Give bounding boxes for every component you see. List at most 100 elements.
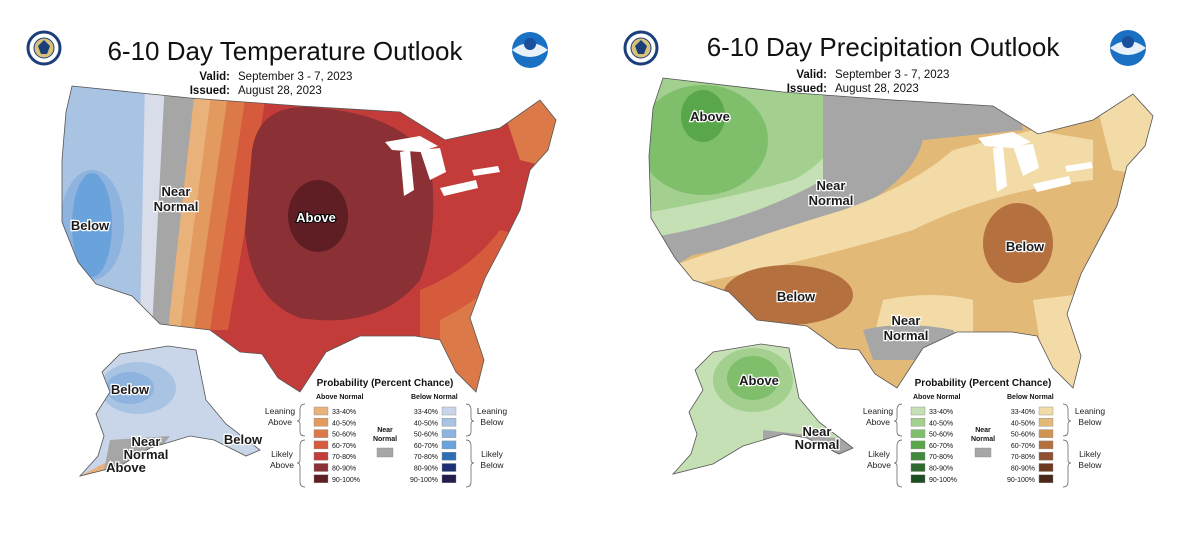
precipitation-outlook-map: 6-10 Day Precipitation Outlook Valid: Se…: [623, 30, 1154, 488]
legend-swatch-above-1: [313, 418, 329, 427]
alaska-temperature-map: [80, 346, 260, 476]
legend-near-swatch: [376, 447, 394, 458]
legend-swatch-below-2: [441, 429, 457, 438]
legend-leaning-above-1: Leaning: [265, 406, 296, 416]
map-title: 6-10 Day Precipitation Outlook: [707, 32, 1061, 62]
legend-swatch-above-0: [313, 406, 329, 416]
legend-right-head: Below Normal: [411, 394, 458, 401]
great-lakes: [385, 136, 500, 196]
legend-likely-above-1: Likely: [271, 449, 293, 459]
legend-near-2: Normal: [373, 436, 397, 443]
valid-date: September 3 - 7, 2023: [835, 69, 949, 81]
conus-precipitation-map: [649, 78, 1153, 388]
temperature-outlook-panel: 6-10 Day Temperature Outlook Valid: Sept…: [0, 0, 590, 539]
valid-date: September 3 - 7, 2023: [238, 71, 352, 83]
legend-range-below-0: 33-40%: [1011, 409, 1035, 416]
legend-likely-below-1: Likely: [1079, 449, 1101, 459]
legend-range-below-1: 40-50%: [414, 420, 438, 427]
legend-likely-below-1: Likely: [481, 449, 503, 459]
legend-range-above-3: 60-70%: [332, 443, 356, 450]
label-below: Below: [71, 218, 110, 233]
legend-range-above-5: 80-90%: [332, 466, 356, 473]
noaa-logo-icon: [512, 32, 548, 68]
legend-range-below-4: 70-80%: [414, 454, 438, 461]
label-ak-normal: Normal: [124, 447, 169, 462]
legend-range-above-1: 40-50%: [929, 420, 953, 427]
legend-title: Probability (Percent Chance): [317, 378, 454, 389]
legend-title: Probability (Percent Chance): [915, 378, 1052, 389]
great-lakes: [978, 132, 1093, 192]
legend-range-below-3: 60-70%: [1011, 443, 1035, 450]
legend-left-head: Above Normal: [913, 394, 961, 401]
legend-leaning-below-1: Leaning: [1075, 406, 1106, 416]
label-ak-above: Above: [739, 373, 779, 388]
legend-swatch-below-5: [1038, 463, 1054, 472]
label-normal: Normal: [809, 193, 854, 208]
temperature-outlook-map: 6-10 Day Temperature Outlook Valid: Sept…: [26, 30, 557, 488]
label-ak-below: Below: [111, 382, 150, 397]
legend-swatch-above-1: [910, 418, 926, 427]
legend-likely-below-2: Below: [1078, 460, 1102, 470]
legend-leaning-above-1: Leaning: [863, 406, 894, 416]
legend-leaning-above-2: Above: [268, 417, 292, 427]
legend-right-head: Below Normal: [1007, 394, 1054, 401]
legend-swatch-below-6: [441, 474, 457, 483]
legend-swatch-above-3: [910, 440, 926, 450]
legend-swatch-above-5: [910, 463, 926, 472]
label-ak-below-right: Below: [224, 432, 263, 447]
label-above: Above: [296, 210, 336, 225]
legend-swatch-above-5: [313, 463, 329, 472]
legend-range-above-2: 50-60%: [332, 432, 356, 439]
legend-leaning-above-2: Above: [866, 417, 890, 427]
legend-range-above-0: 33-40%: [332, 409, 356, 416]
legend-leaning-below-1: Leaning: [477, 406, 508, 416]
legend-range-above-3: 60-70%: [929, 443, 953, 450]
legend-range-below-5: 80-90%: [414, 466, 438, 473]
issued-label: Issued:: [787, 83, 827, 95]
label-ak-near: Near: [803, 424, 832, 439]
legend-range-below-3: 60-70%: [414, 443, 438, 450]
legend-range-above-4: 70-80%: [929, 454, 953, 461]
alaska-precipitation-map: [673, 344, 853, 474]
legend-swatch-below-2: [1038, 429, 1054, 438]
legend-range-above-0: 33-40%: [929, 409, 953, 416]
precipitation-outlook-panel: 6-10 Day Precipitation Outlook Valid: Se…: [593, 0, 1183, 539]
map-title: 6-10 Day Temperature Outlook: [107, 36, 463, 66]
label-below-east: Below: [1006, 239, 1045, 254]
valid-label: Valid:: [796, 69, 827, 81]
legend-range-below-1: 40-50%: [1011, 420, 1035, 427]
legend-range-above-1: 40-50%: [332, 420, 356, 427]
label-ak-normal: Normal: [795, 437, 840, 452]
doc-seal-icon: [26, 30, 62, 66]
legend-near-1: Near: [377, 427, 393, 434]
label-ak-above: Above: [106, 460, 146, 475]
legend-swatch-below-0: [441, 406, 457, 416]
legend-range-below-6: 90-100%: [1007, 477, 1035, 484]
legend-near-swatch: [974, 447, 992, 458]
legend-range-below-4: 70-80%: [1011, 454, 1035, 461]
legend-range-above-6: 90-100%: [929, 477, 957, 484]
doc-seal-icon: [623, 30, 659, 66]
legend-swatch-below-6: [1038, 474, 1054, 483]
legend-range-above-4: 70-80%: [332, 454, 356, 461]
label-above: Above: [690, 109, 730, 124]
legend-swatch-below-0: [1038, 406, 1054, 416]
noaa-logo-icon: [1110, 30, 1146, 66]
legend-swatch-above-4: [910, 452, 926, 461]
legend-swatch-above-0: [910, 406, 926, 416]
label-ak-near: Near: [132, 434, 161, 449]
legend-swatch-below-4: [441, 452, 457, 461]
label-near: Near: [817, 178, 846, 193]
legend-swatch-below-1: [1038, 418, 1054, 427]
legend-range-above-2: 50-60%: [929, 432, 953, 439]
legend-range-above-6: 90-100%: [332, 477, 360, 484]
label-near-gulf: Near: [892, 313, 921, 328]
legend-near-2: Normal: [971, 436, 995, 443]
legend-leaning-below-2: Below: [480, 417, 504, 427]
legend-range-above-5: 80-90%: [929, 466, 953, 473]
legend-range-below-6: 90-100%: [410, 477, 438, 484]
legend-likely-below-2: Below: [480, 460, 504, 470]
legend-likely-above-2: Above: [867, 460, 891, 470]
legend-range-below-2: 50-60%: [1011, 432, 1035, 439]
issued-date: August 28, 2023: [835, 83, 919, 95]
